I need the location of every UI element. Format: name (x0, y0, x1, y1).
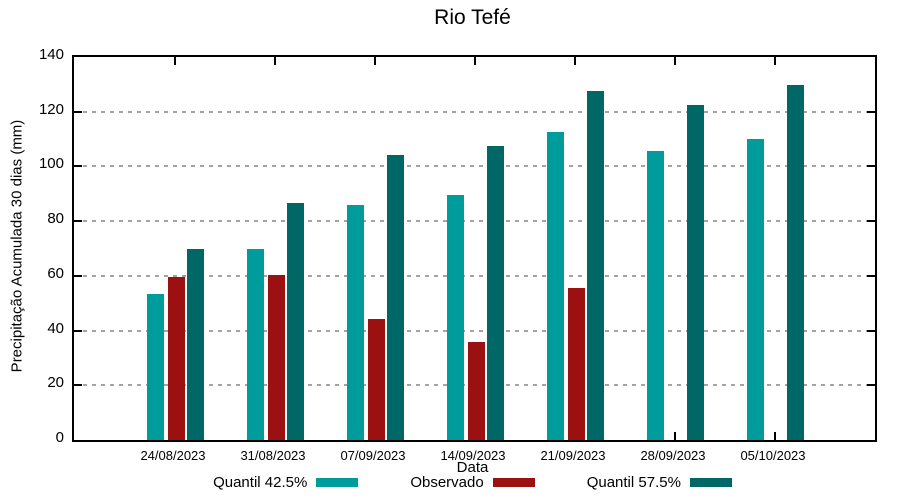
gridline-100 (74, 165, 875, 168)
y-tick-label: 140 (38, 46, 64, 63)
gridline-40 (74, 329, 875, 332)
x-tick-mark (474, 57, 476, 65)
y-tick-mark (74, 110, 82, 113)
y-tick-label: 80 (47, 210, 64, 228)
x-tick-mark (674, 432, 676, 440)
y-tick-mark (867, 220, 875, 223)
bar-quantil-42.5--21-09-2023 (546, 131, 564, 440)
y-tick-label: 60 (47, 264, 64, 282)
x-tick-mark (774, 57, 776, 65)
bar-observado-31-08-2023 (267, 274, 285, 440)
x-tick-mark (374, 57, 376, 65)
x-tick-label: 14/09/2023 (440, 448, 506, 463)
bar-observado-24-08-2023 (167, 276, 185, 440)
x-axis-title: Data (456, 459, 489, 476)
legend-entry-observado: Observado (410, 474, 535, 491)
x-tick-mark (274, 57, 276, 65)
y-tick-label: 20 (47, 374, 64, 392)
legend-label: Quantil 42.5% (213, 474, 308, 491)
bar-quantil-57.5--14-09-2023 (486, 145, 504, 440)
y-tick-label: 100 (38, 155, 64, 173)
y-tick-mark (867, 384, 875, 387)
y-tick-mark (74, 384, 82, 387)
bar-quantil-57.5--07-09-2023 (386, 154, 404, 440)
y-tick-mark (74, 220, 82, 223)
chart-title: Rio Tefé (434, 6, 511, 29)
bar-observado-14-09-2023 (467, 341, 485, 440)
gridline-120 (74, 110, 875, 113)
bar-quantil-42.5--07-09-2023 (346, 205, 364, 440)
y-tick-mark (867, 274, 875, 277)
legend-label: Quantil 57.5% (586, 474, 681, 491)
bar-quantil-57.5--31-08-2023 (286, 202, 304, 440)
bar-quantil-57.5--24-08-2023 (186, 249, 204, 440)
bar-quantil-42.5--28-09-2023 (646, 151, 664, 440)
bar-observado-07-09-2023 (367, 318, 385, 440)
x-tick-mark (674, 57, 676, 65)
plot-area (72, 55, 877, 442)
x-tick-label: 21/09/2023 (540, 448, 606, 463)
x-tick-label: 31/08/2023 (240, 448, 306, 463)
legend-entry-quantil-57.5-: Quantil 57.5% (587, 474, 732, 491)
y-tick-mark (867, 110, 875, 113)
y-tick-label: 120 (38, 100, 64, 118)
bar-quantil-57.5--21-09-2023 (586, 90, 604, 440)
gridline-60 (74, 274, 875, 277)
x-tick-mark (174, 57, 176, 65)
legend-label: Observado (410, 474, 484, 491)
legend-swatch (689, 478, 732, 487)
y-tick-label: 40 (47, 319, 64, 337)
y-tick-mark (867, 165, 875, 168)
y-tick-mark (74, 165, 82, 168)
y-tick-label: 0 (55, 429, 64, 446)
bar-quantil-42.5--31-08-2023 (246, 248, 264, 440)
y-tick-mark (867, 329, 875, 332)
x-tick-label: 07/09/2023 (340, 448, 406, 463)
legend: Quantil 42.5% Observado Quantil 57.5% (72, 474, 873, 491)
bar-quantil-57.5--05-10-2023 (786, 84, 804, 440)
bar-quantil-57.5--28-09-2023 (686, 105, 704, 440)
y-tick-mark (74, 274, 82, 277)
x-tick-label: 28/09/2023 (640, 448, 706, 463)
bar-observado-21-09-2023 (567, 287, 585, 440)
y-tick-mark (74, 329, 82, 332)
x-tick-label: 24/08/2023 (140, 448, 206, 463)
bar-quantil-42.5--24-08-2023 (146, 294, 164, 440)
x-tick-label: 05/10/2023 (740, 448, 806, 463)
x-tick-mark (774, 432, 776, 440)
bar-quantil-42.5--05-10-2023 (746, 138, 764, 440)
bar-quantil-42.5--14-09-2023 (446, 195, 464, 440)
legend-entry-quantil-42.5-: Quantil 42.5% (213, 474, 359, 491)
legend-swatch (316, 478, 359, 487)
legend-swatch (492, 478, 535, 487)
gridline-80 (74, 220, 875, 223)
x-tick-mark (574, 57, 576, 65)
